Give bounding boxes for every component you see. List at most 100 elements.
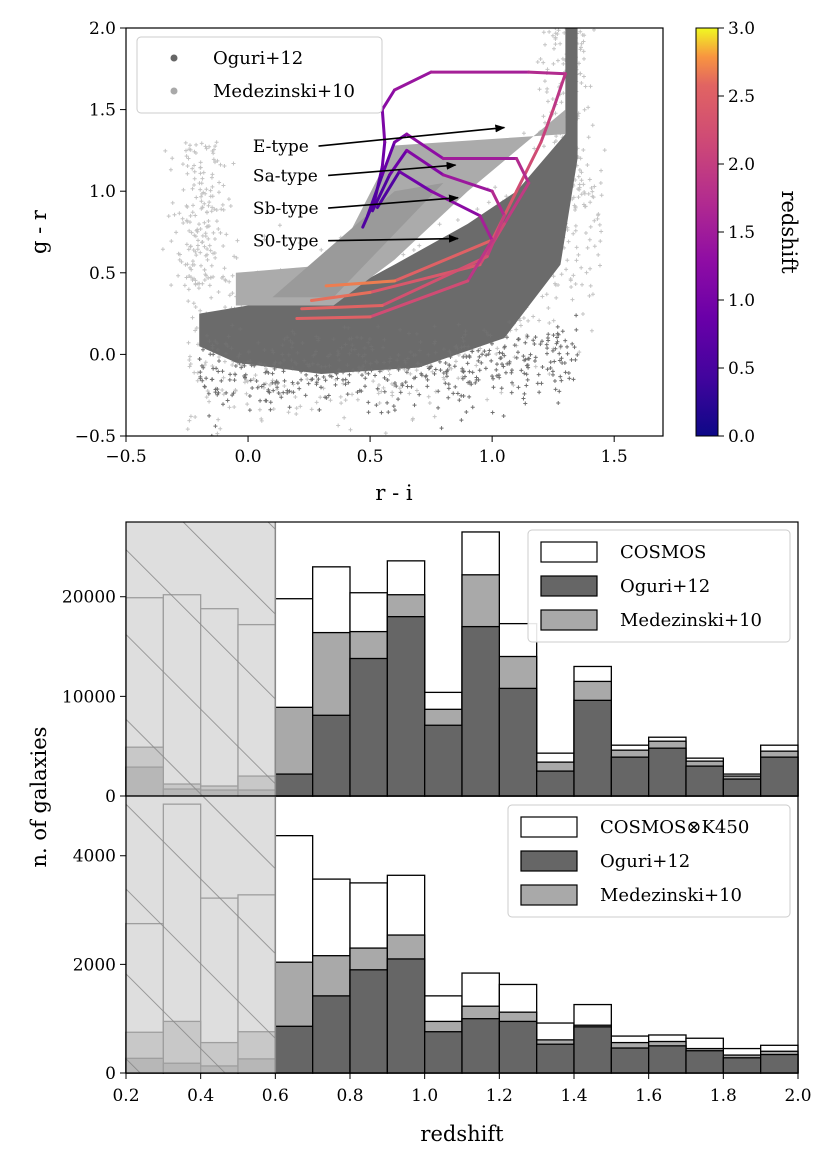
- scatter-point: [289, 345, 294, 350]
- scatter-point: [168, 167, 173, 172]
- scatter-point: [290, 329, 295, 334]
- scatter-point: [460, 369, 465, 374]
- template-annotations: E-type Sa-type Sb-type S0-type: [253, 124, 506, 252]
- scatter-point: [336, 367, 341, 372]
- scatter-point: [192, 176, 197, 181]
- scatter-point: [437, 222, 442, 227]
- scatter-point: [200, 205, 205, 210]
- colorbar-tick-label: 0.5: [728, 359, 755, 379]
- scatter-point: [522, 391, 527, 396]
- scatter-point: [430, 369, 435, 374]
- scatter-point: [550, 369, 555, 374]
- scatter-point: [443, 360, 448, 365]
- scatter-point: [212, 207, 217, 212]
- scatter-point: [262, 237, 267, 242]
- scatter-point: [230, 323, 235, 328]
- scatter-point: [486, 200, 491, 205]
- scatter-point: [436, 451, 440, 455]
- scatter-point: [400, 382, 405, 387]
- scatter-point: [419, 373, 424, 378]
- scatter-point: [272, 366, 277, 371]
- scatter-point: [446, 382, 451, 387]
- scatter-point: [588, 200, 593, 205]
- scatter-point: [228, 372, 233, 377]
- scatter-point: [347, 372, 352, 377]
- scatter-point: [410, 416, 415, 421]
- scatter-point: [574, 313, 579, 318]
- scatter-point: [406, 331, 411, 336]
- track-s0-type: [295, 170, 494, 320]
- top-x-tick-label: 1.0: [479, 447, 506, 467]
- scatter-point: [231, 161, 236, 166]
- scatter-point: [476, 348, 481, 353]
- scatter-point: [396, 352, 401, 357]
- scatter-point: [226, 197, 231, 202]
- scatter-point: [574, 258, 579, 263]
- scatter-point: [281, 390, 286, 395]
- scatter-point: [388, 356, 393, 361]
- scatter-point: [216, 417, 221, 422]
- scatter-point: [531, 338, 536, 343]
- scatter-point: [346, 380, 351, 385]
- scatter-point: [187, 354, 192, 359]
- scatter-point: [408, 371, 413, 376]
- scatter-point: [553, 283, 558, 288]
- scatter-point: [297, 386, 302, 391]
- histogram-bar: [648, 1045, 687, 1074]
- top-x-ticks: −0.5 0.0 0.5 1.0 1.5: [105, 436, 628, 467]
- scatter-point: [568, 276, 573, 281]
- scatter-point: [366, 400, 371, 405]
- scatter-point: [248, 359, 253, 364]
- bot-y-ticks: 0 2000 4000: [73, 847, 126, 1084]
- scatter-point: [328, 398, 333, 403]
- scatter-point: [516, 337, 521, 342]
- scatter-point: [573, 282, 578, 287]
- scatter-point: [432, 324, 437, 329]
- scatter-point: [465, 361, 470, 366]
- bot-x-tick-label: 0.4: [187, 1086, 214, 1106]
- scatter-point: [355, 335, 360, 340]
- scatter-point: [190, 315, 195, 320]
- scatter-point: [462, 352, 467, 357]
- scatter-point: [205, 257, 210, 262]
- scatter-point: [499, 390, 504, 395]
- scatter-point: [552, 359, 557, 364]
- scatter-point: [588, 224, 593, 229]
- scatter-point: [170, 156, 175, 161]
- scatter-point: [341, 370, 346, 375]
- scatter-point: [426, 366, 431, 371]
- scatter-point: [187, 274, 192, 279]
- scatter-point: [511, 383, 516, 388]
- scatter-point: [527, 356, 532, 361]
- scatter-point: [573, 223, 578, 228]
- scatter-point: [253, 373, 258, 378]
- scatter-point: [302, 358, 307, 363]
- scatter-point: [514, 327, 519, 332]
- scatter-point: [538, 57, 543, 62]
- scatter-point: [179, 259, 184, 264]
- scatter-point: [237, 360, 242, 365]
- scatter-point: [314, 382, 319, 387]
- legend-label-medezinski: Medezinski+10: [213, 81, 355, 102]
- scatter-point: [383, 431, 388, 436]
- scatter-point: [497, 350, 502, 355]
- track-segment: [405, 132, 445, 161]
- scatter-point: [555, 324, 560, 329]
- scatter-point: [366, 410, 371, 415]
- scatter-point: [339, 401, 344, 406]
- scatter-point: [597, 263, 602, 268]
- scatter-point: [221, 244, 226, 249]
- scatter-point: [258, 398, 263, 403]
- scatter-point: [197, 357, 202, 362]
- scatter-point: [361, 364, 366, 369]
- scatter-point: [555, 331, 560, 336]
- scatter-point: [279, 395, 284, 400]
- scatter-point: [480, 352, 485, 357]
- scatter-point: [298, 404, 303, 409]
- scatter-point: [588, 283, 593, 288]
- scatter-point: [550, 96, 555, 101]
- scatter-point: [401, 252, 406, 257]
- scatter-point: [554, 134, 559, 139]
- scatter-point: [224, 390, 229, 395]
- scatter-point: [552, 378, 557, 383]
